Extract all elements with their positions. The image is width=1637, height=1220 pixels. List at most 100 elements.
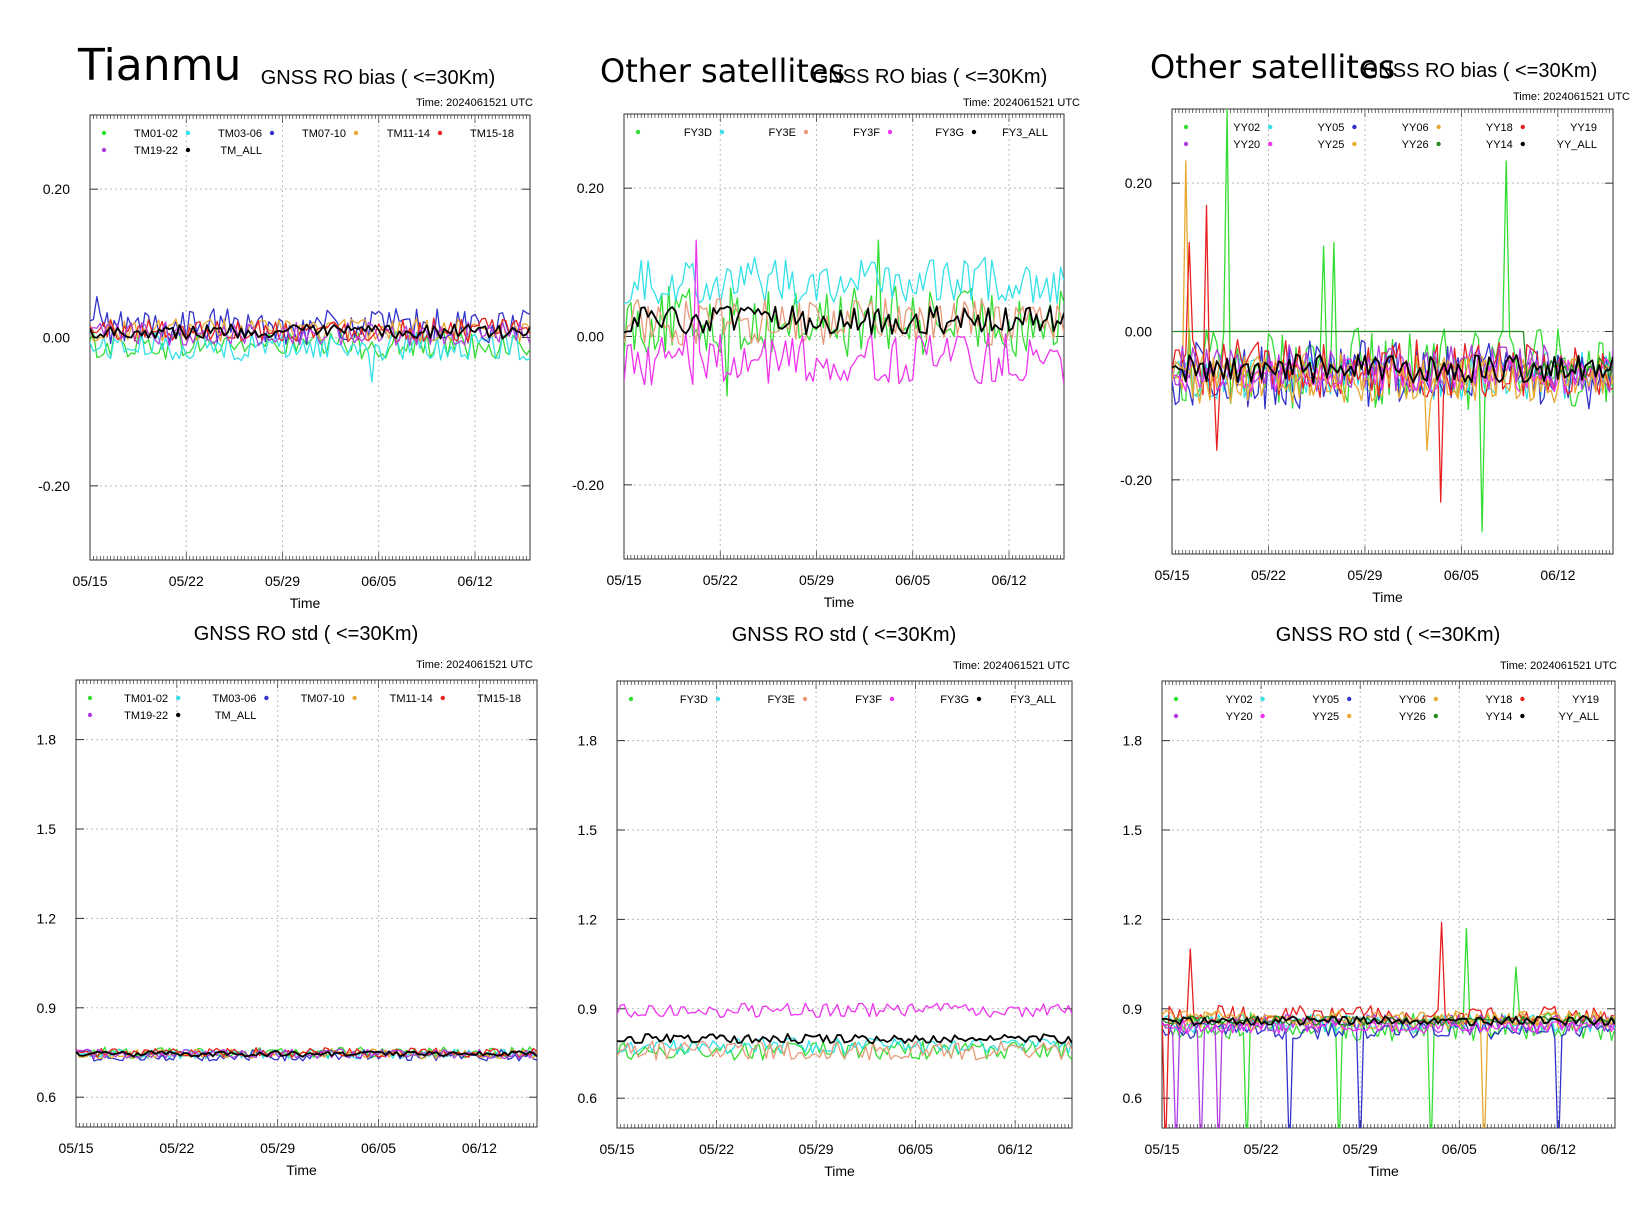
tm-std-xtick-label: 05/22: [159, 1140, 194, 1156]
fy-bias-legend-marker: [971, 129, 977, 135]
fy-std-legend-label: FY3_ALL: [1010, 694, 1056, 706]
yy-std-frame: [1161, 680, 1616, 1129]
yy-bias-series-yy02: [1172, 109, 1613, 533]
fy-std-xlabel: Time: [824, 1163, 855, 1179]
yy-std-ytick-label: 1.2: [1123, 911, 1143, 927]
tm-std-ytick-label: 0.6: [37, 1089, 57, 1105]
yy-bias-xtick-label: 05/15: [1154, 567, 1189, 583]
tm-bias-xtick-label: 05/22: [169, 573, 204, 589]
fy-std-legend-label: FY3D: [680, 694, 708, 706]
tm-std-legend-marker: [352, 695, 357, 701]
tm-std-xtick-label: 05/15: [58, 1140, 93, 1156]
fy-std-legend-marker: [715, 696, 721, 702]
tm-std-plot-area: [76, 1046, 537, 1062]
tm-std-frame: [75, 679, 538, 1128]
fy-std-series-fy3g: [617, 1002, 1072, 1018]
yy-std-legend-marker: [1520, 696, 1525, 702]
yy-bias-legend-label: YY02: [1233, 122, 1260, 134]
fy-std-legend-label: FY3E: [767, 694, 795, 706]
fy-bias-ytick-label: 0.20: [577, 180, 604, 196]
yy-std-xlabel: Time: [1368, 1163, 1399, 1179]
yy-bias-xlabel: Time: [1372, 589, 1403, 605]
tm-std-legend-marker: [176, 712, 181, 718]
yy-std-legend-marker: [1433, 696, 1439, 702]
yy-std-legend-label: YY_ALL: [1559, 711, 1599, 723]
yy-bias-legend-label: YY14: [1486, 139, 1513, 151]
yy-std-legend-label: YY05: [1312, 694, 1339, 706]
yy-std-xtick-label: 05/29: [1343, 1141, 1378, 1157]
tm-std-legend-marker: [87, 695, 93, 701]
yy-std-legend-marker: [1347, 713, 1352, 719]
tm-bias-title: GNSS RO bias ( <=30Km): [261, 67, 496, 89]
yy-std-ytick-label: 0.6: [1123, 1090, 1143, 1106]
fy-bias-title: GNSS RO bias ( <=30Km): [813, 66, 1048, 88]
fy-std-legend-marker: [802, 696, 808, 702]
fy-bias-series-fy3g: [624, 239, 1064, 386]
yy-std-series-yy-all: [1162, 1015, 1615, 1027]
yy-bias-legend-marker: [1183, 124, 1189, 130]
yy-bias-legend-marker: [1436, 124, 1441, 130]
yy-std-xtick-label: 06/12: [1541, 1141, 1576, 1157]
fy-bias-xlabel: Time: [824, 594, 855, 610]
tm-bias-legend-marker: [269, 130, 275, 136]
fy-bias-xtick-label: 05/22: [703, 572, 738, 588]
tm-std-legend-marker: [264, 695, 269, 701]
yy-std-ytick-label: 0.9: [1123, 1001, 1143, 1017]
yy-bias-legend-label: YY20: [1233, 139, 1260, 151]
yy-std-legend-label: YY02: [1226, 694, 1253, 706]
tm-bias-legend-label: TM07-10: [302, 128, 346, 140]
fy-std-series-fy3e: [617, 1037, 1072, 1055]
fy-bias-legend-marker: [803, 129, 809, 135]
yy-bias-series-yy14: [1172, 330, 1613, 379]
tm-std-legend-label: TM03-06: [212, 693, 256, 705]
fy-std-xtick-label: 06/12: [998, 1141, 1033, 1157]
tm-bias-legend-marker: [185, 130, 191, 136]
tm-bias-legend-label: TM19-22: [134, 145, 178, 157]
yy-bias-legend-marker: [1520, 124, 1526, 130]
yy-std-legend-marker: [1433, 713, 1439, 719]
tm-bias-legend-label: TM01-02: [134, 128, 178, 140]
tm-bias-ytick-label: 0.00: [43, 330, 70, 346]
tm-bias-legend-marker: [353, 130, 359, 136]
yy-bias-legend-label: YY26: [1402, 139, 1429, 151]
fy-bias-ytick-label: 0.00: [577, 329, 604, 345]
yy-std-series-yy19: [1162, 921, 1615, 1128]
tm-std-title: GNSS RO std ( <=30Km): [194, 623, 419, 645]
tm-bias-xtick-label: 06/05: [361, 573, 396, 589]
fy-std-title: GNSS RO std ( <=30Km): [732, 624, 957, 646]
tm-std-legend-label: TM01-02: [124, 693, 168, 705]
yy-std-legend-label: YY19: [1572, 694, 1599, 706]
yy-std-series-yy06: [1162, 1020, 1615, 1128]
yy-bias-legend-label: YY05: [1317, 122, 1344, 134]
fy-std-legend-marker: [889, 696, 895, 702]
tm-bias-legend-marker: [437, 130, 443, 136]
yy-std-title: GNSS RO std ( <=30Km): [1276, 624, 1501, 646]
tm-bias-plot-area: [90, 296, 530, 383]
tm-bias-legend-marker: [185, 147, 191, 153]
fy-std-ytick-label: 1.5: [578, 822, 598, 838]
tm-bias-legend-marker: [101, 147, 107, 153]
tm-std-legend-marker: [440, 695, 445, 701]
fy-std-series-fy3f: [617, 1040, 1072, 1061]
fy-bias-plot-area: [624, 239, 1064, 397]
yy-bias-legend-marker: [1352, 124, 1357, 130]
fy-bias-legend-marker: [635, 129, 641, 135]
yy-bias-legend-marker: [1268, 141, 1273, 147]
fy-std-series-fy3-all: [617, 1033, 1072, 1045]
fy-bias-series-fy3-all: [624, 305, 1064, 336]
yy-bias-ytick-label: 0.20: [1125, 175, 1152, 191]
yy-std-legend-label: YY20: [1226, 711, 1253, 723]
tm-std-time-label: Time: 2024061521 UTC: [416, 659, 533, 671]
tm-bias-legend-label: TM_ALL: [220, 145, 262, 157]
fy-std-xtick-label: 05/22: [699, 1141, 734, 1157]
tm-bias-legend-marker: [101, 130, 107, 136]
tm-std-xtick-label: 06/12: [462, 1140, 497, 1156]
yy-std-time-label: Time: 2024061521 UTC: [1500, 660, 1617, 672]
fy-std-time-label: Time: 2024061521 UTC: [953, 660, 1070, 672]
fy-std-ytick-label: 1.2: [578, 911, 598, 927]
fy-std-legend-label: FY3F: [855, 694, 882, 706]
yy-std-series-yy02: [1162, 927, 1615, 1128]
heading-tianmu: Tianmu: [78, 40, 242, 91]
tm-std-xtick-label: 05/29: [260, 1140, 295, 1156]
